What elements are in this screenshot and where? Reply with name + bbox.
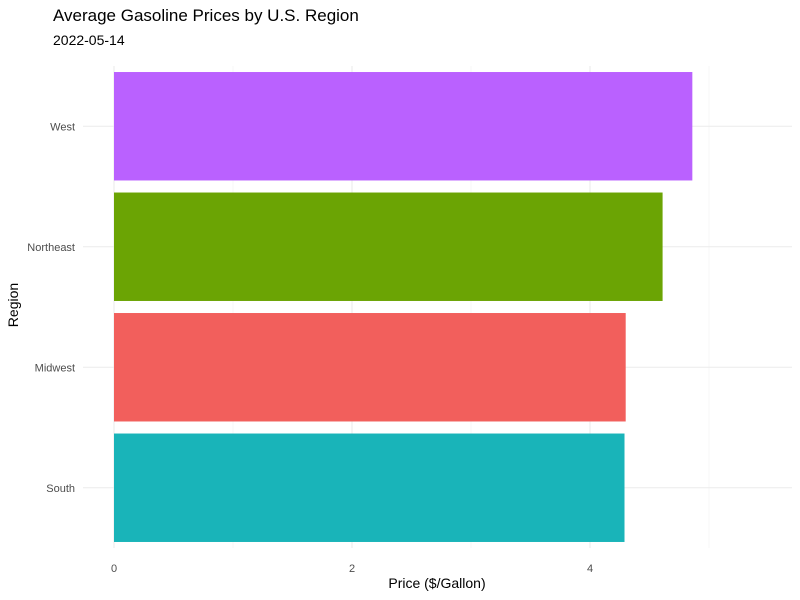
x-tick-label: 2 [349,563,355,575]
y-tick-label: Northeast [27,242,75,254]
y-axis-title: Region [5,283,21,327]
chart-title: Average Gasoline Prices by U.S. Region [53,6,359,25]
x-tick-label: 4 [587,563,593,575]
bar-midwest [114,313,626,422]
bar-northeast [114,192,663,301]
bar-layer [114,72,693,542]
y-tick-label: West [50,121,75,133]
x-tick-label: 0 [111,563,117,575]
bar-west [114,72,693,181]
chart-subtitle: 2022-05-14 [53,32,125,48]
y-tick-label: Midwest [35,362,75,374]
y-tick-label: South [46,483,75,495]
bar-south [114,433,625,542]
label-layer: South Midwest Northeast West 0 2 4 [27,121,593,575]
x-axis-title: Price ($/Gallon) [388,575,485,591]
